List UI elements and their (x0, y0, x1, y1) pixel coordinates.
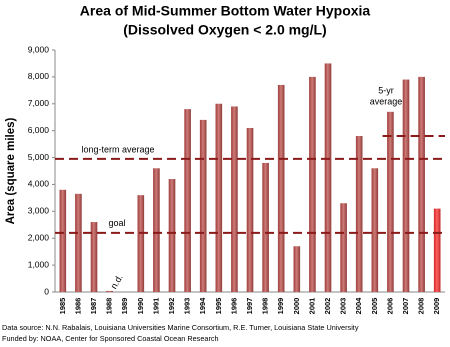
bar-shade (324, 63, 332, 292)
bar-shade (418, 76, 425, 292)
bar-shade (340, 203, 347, 292)
x-tick-label: 2008 (417, 298, 426, 315)
bar-shade (231, 106, 238, 292)
x-tick-label: 2007 (401, 298, 410, 315)
bar-shade (262, 162, 269, 292)
x-tick-label: 1993 (183, 298, 192, 315)
bar-shade (387, 111, 394, 292)
y-tick-label: 7,000 (28, 98, 50, 108)
x-tick-label: 2002 (323, 298, 332, 315)
annotation: n.d. (109, 273, 125, 291)
bar-shade (199, 119, 207, 293)
x-tick-label: 1991 (151, 298, 160, 315)
reference-label: average (370, 96, 403, 106)
x-tick-label: 1999 (276, 298, 285, 315)
bar-shade (277, 84, 285, 292)
x-tick-label: 2006 (385, 298, 394, 315)
x-tick-label: 1986 (73, 298, 82, 315)
x-tick-label: 1998 (261, 298, 270, 315)
bar-shade (184, 109, 191, 293)
reference-label: goal (108, 218, 125, 228)
x-tick-label: 1996 (229, 298, 238, 315)
bar-shade (309, 76, 316, 292)
y-tick-label: 2,000 (28, 232, 50, 242)
bar-shade (371, 168, 379, 292)
bar-shade (59, 189, 67, 292)
x-tick-label: 1985 (58, 298, 67, 315)
x-tick-label: 1995 (214, 298, 223, 315)
bar-shade (355, 136, 363, 292)
y-tick-label: 4,000 (28, 179, 50, 189)
bar-shade (293, 246, 301, 292)
x-tick-label: 1987 (89, 298, 98, 315)
y-tick-label: 3,000 (28, 206, 50, 216)
bar-shade (246, 127, 254, 292)
bar-shade (215, 103, 223, 293)
bar-shade (433, 208, 441, 292)
x-tick-label: 2004 (354, 297, 363, 315)
x-tick-label: 2001 (307, 298, 316, 315)
y-tick-label: 8,000 (28, 71, 50, 81)
x-tick-label: 1994 (198, 297, 207, 315)
chart-title: Area of Mid-Summer Bottom Water Hypoxia (80, 3, 371, 19)
chart-subtitle: (Dissolved Oxygen < 2.0 mg/L) (123, 22, 326, 38)
x-tick-label: 2009 (432, 298, 441, 315)
y-axis-label: Area (square miles) (5, 117, 17, 224)
bar-shade (90, 222, 98, 292)
x-tick-label: 1997 (245, 298, 254, 315)
bar-shade (137, 195, 145, 292)
bar-shade (75, 193, 82, 292)
x-tick-label: 1989 (120, 298, 129, 315)
x-tick-label: 2000 (292, 298, 301, 315)
y-tick-label: 9,000 (28, 44, 50, 54)
bar-shade (153, 168, 160, 292)
x-tick-label: 1992 (167, 298, 176, 315)
footer: Funded by: NOAA, Center for Sponsored Co… (2, 334, 219, 343)
x-tick-label: 2003 (339, 298, 348, 315)
y-tick-label: 6,000 (28, 125, 50, 135)
bar-shade (106, 290, 113, 292)
x-tick-label: 2005 (370, 298, 379, 315)
x-tick-label: 1988 (105, 298, 114, 315)
footer: Data source: N.N. Rabalais, Louisiana Un… (2, 323, 359, 332)
reference-label: long-term average (81, 144, 154, 154)
bar-shade (402, 79, 410, 292)
x-tick-label: 1990 (136, 298, 145, 315)
y-tick-label: 5,000 (28, 152, 50, 162)
y-tick-label: 0 (44, 286, 49, 296)
reference-label: 5-yr (378, 85, 394, 95)
y-tick-label: 1,000 (28, 259, 50, 269)
bar-shade (168, 179, 176, 292)
